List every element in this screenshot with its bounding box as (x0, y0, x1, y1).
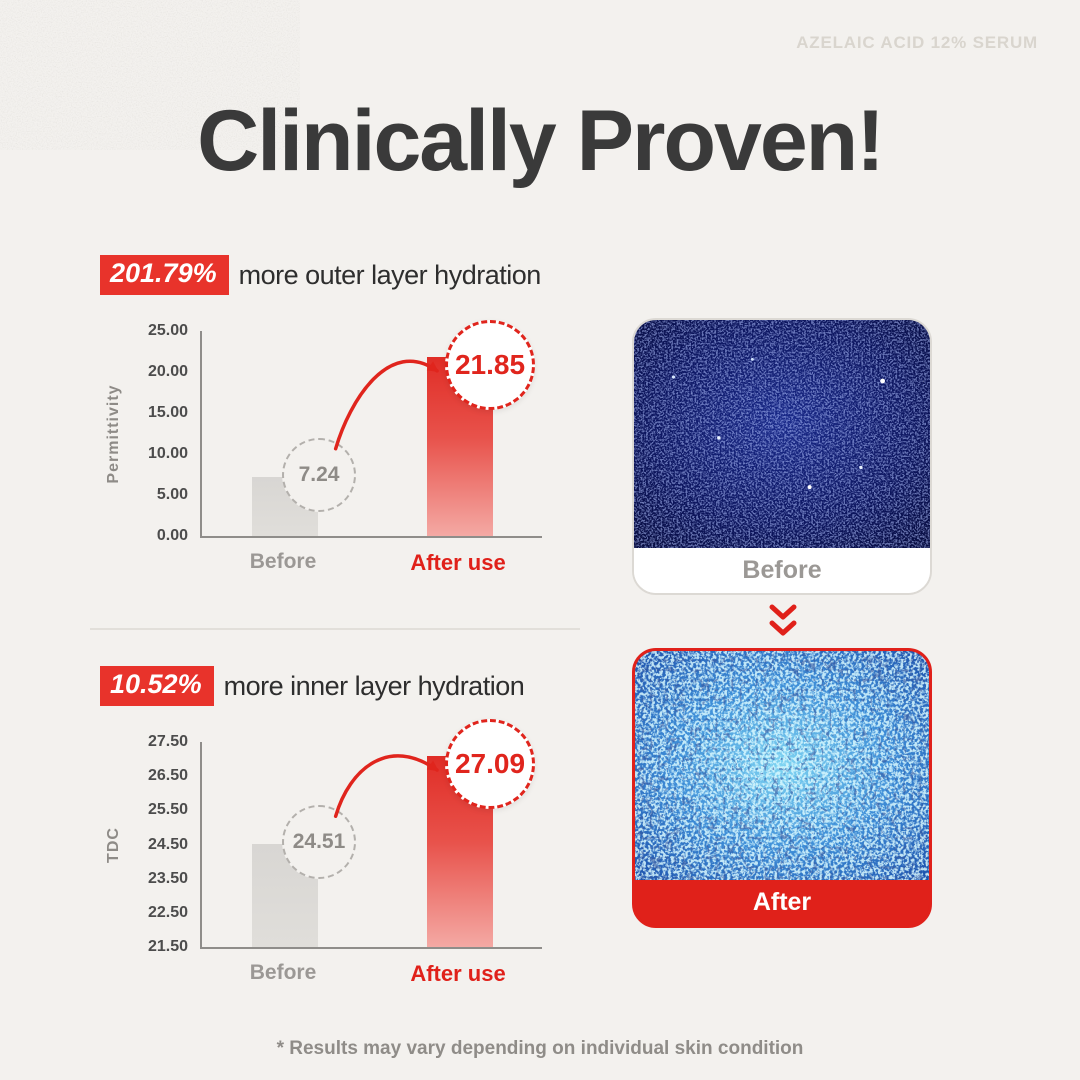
stat-block-outer-hydration: 201.79% more outer layer hydration Permi… (100, 255, 580, 587)
stat-header: 201.79% more outer layer hydration (100, 255, 580, 295)
after-image-card: After (632, 648, 932, 928)
bar-chart-tdc: TDC 27.50 26.50 25.50 24.50 23.50 22.50 21.50 24… (100, 719, 580, 998)
y-tick-label: 26.50 (147, 767, 188, 785)
y-tick-label: 10.00 (147, 445, 188, 462)
after-microscope-image (635, 651, 929, 880)
y-tick-label: 5.00 (156, 486, 188, 503)
stat-caption: more inner layer hydration (223, 670, 525, 701)
y-tick-label: 21.50 (147, 938, 188, 955)
after-image-label: After (635, 880, 929, 925)
plot-area: 24.51 27.09 (200, 719, 542, 949)
before-image-card: Before (632, 318, 932, 595)
y-tick-label: 0.00 (156, 527, 188, 544)
after-value-callout: 21.85 (445, 319, 535, 410)
brand-label: AZELAIC ACID 12% SERUM (796, 33, 1038, 52)
y-tick-label: 22.50 (147, 903, 188, 921)
y-axis-label: TDC (105, 826, 122, 863)
stat-block-inner-hydration: 10.52% more inner layer hydration TDC 27.… (100, 666, 580, 998)
before-category-label: Before (249, 961, 317, 984)
plot-area: 7.24 21.85 (200, 319, 542, 538)
bar-chart-permittivity: Permittivity 25.00 20.00 15.00 10.00 5.00 0.00… (100, 319, 580, 587)
y-tick-label: 15.00 (147, 404, 188, 421)
y-axis-label: Permittivity (105, 383, 122, 484)
y-tick-label: 25.00 (147, 322, 188, 339)
after-value-callout: 27.09 (445, 719, 535, 810)
before-microscope-image (634, 320, 930, 548)
y-tick-label: 23.50 (147, 869, 188, 887)
y-tick-label: 24.50 (147, 835, 188, 853)
percentage-badge: 10.52% (100, 666, 214, 706)
stat-header: 10.52% more inner layer hydration (100, 666, 580, 706)
double-chevron-down-icon (766, 602, 800, 645)
page-title: Clinically Proven! (197, 93, 885, 189)
before-value-callout: 24.51 (282, 805, 356, 880)
footnote: * Results may vary depending on individu… (276, 1038, 804, 1059)
y-tick-label: 20.00 (147, 363, 188, 380)
after-category-label: After use (410, 550, 506, 575)
section-divider (90, 628, 580, 630)
percentage-badge: 201.79% (100, 255, 229, 295)
y-tick-label: 27.50 (147, 733, 188, 750)
before-value-callout: 7.24 (282, 437, 356, 512)
y-tick-label: 25.50 (147, 801, 188, 819)
before-image-label: Before (634, 548, 930, 593)
stat-caption: more outer layer hydration (238, 259, 542, 290)
before-category-label: Before (249, 550, 317, 573)
after-category-label: After use (410, 961, 506, 986)
